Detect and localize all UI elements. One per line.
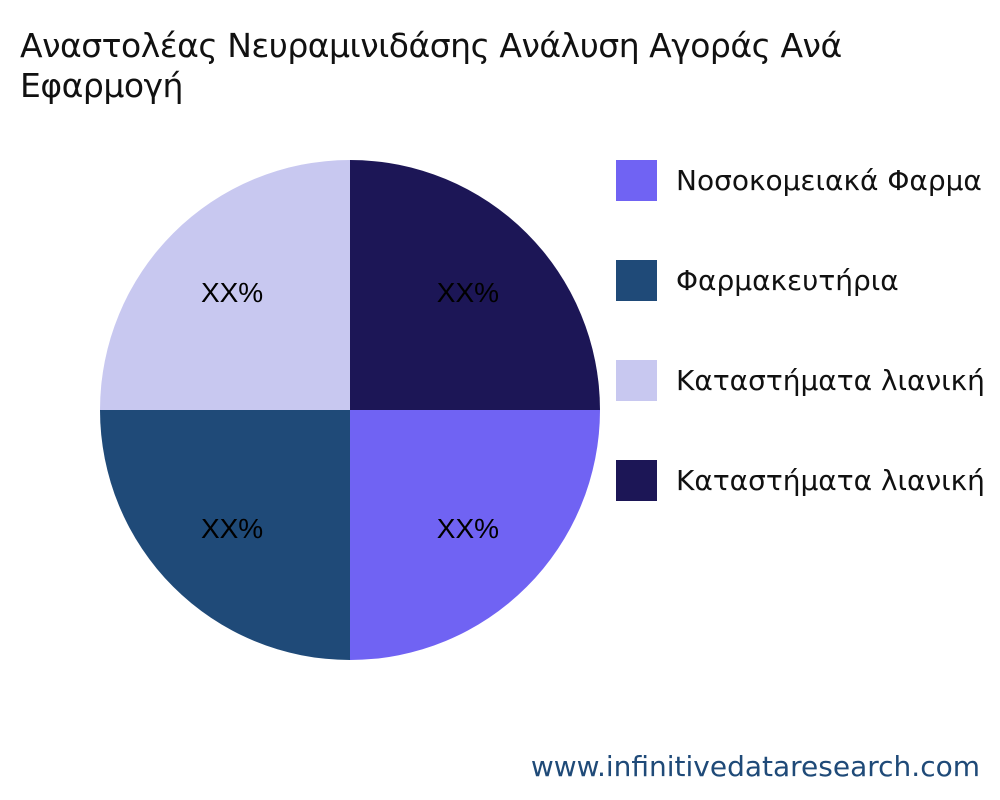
pie-slice [100, 410, 350, 660]
pie-slice [100, 160, 350, 410]
legend-item: Καταστήματα λιανική [616, 459, 985, 501]
slice-label: XX% [201, 277, 263, 308]
slice-label: XX% [201, 513, 263, 544]
legend-item: Καταστήματα λιανική [616, 359, 985, 401]
legend-label: Καταστήματα λιανική [676, 363, 985, 397]
slice-label: XX% [437, 513, 499, 544]
pie-slice [350, 410, 600, 660]
legend-swatch [616, 359, 657, 401]
pie-slice [350, 160, 600, 410]
legend-swatch [616, 159, 657, 201]
legend-item: Φαρμακευτήρια [616, 259, 899, 301]
legend-label: Νοσοκομειακά Φαρμα [676, 163, 982, 197]
website-footer: www.infinitivedataresearch.com [530, 750, 980, 783]
legend-swatch [616, 459, 657, 501]
slice-label: XX% [437, 277, 499, 308]
legend-label: Φαρμακευτήρια [676, 263, 899, 297]
legend-item: Νοσοκομειακά Φαρμα [616, 159, 982, 201]
chart-title: Αναστολέας Νευραμινιδάσης Ανάλυση Αγοράς… [20, 26, 842, 105]
legend-swatch [616, 259, 657, 301]
legend-label: Καταστήματα λιανική [676, 463, 985, 497]
